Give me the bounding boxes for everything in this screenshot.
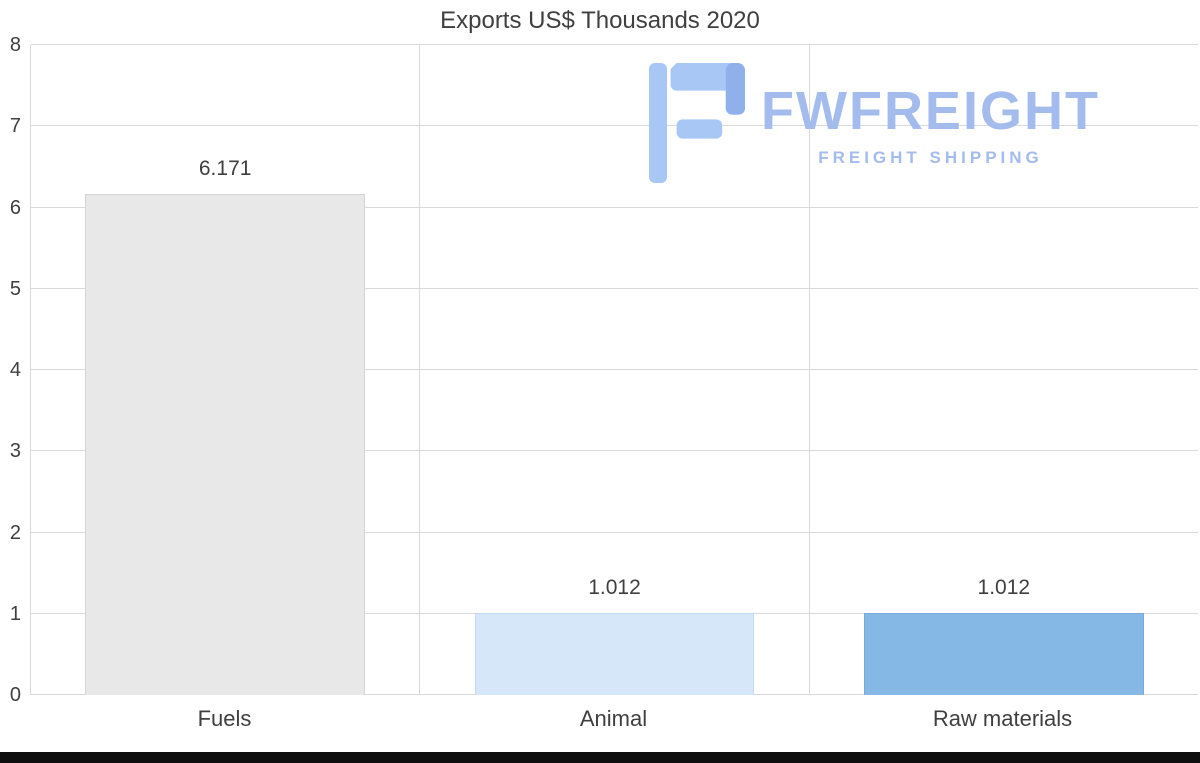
bar-value-label-animal: 1.012 [588, 575, 641, 599]
bar-animal [474, 612, 755, 695]
fwfreight-logo-text: FWFREIGHT FREIGHT SHIPPING [761, 84, 1100, 168]
gridline-6 [31, 206, 1198, 208]
fwfreight-logo-name: FWFREIGHT [761, 81, 1100, 141]
bar-group-raw-materials: 1.012 [808, 45, 1198, 695]
bar-group-animal: 1.012 [419, 45, 808, 695]
bar-series: 6.171 1.012 1.012 [31, 45, 1198, 695]
y-tick-label-2: 2 [9, 521, 21, 544]
y-tick-label-0: 0 [9, 684, 21, 706]
x-label-fuels: Fuels [197, 706, 252, 731]
y-tick-label-8: 8 [9, 34, 21, 56]
bar-group-fuels: 6.171 [31, 45, 419, 695]
gridline-8 [31, 44, 1198, 45]
fwfreight-watermark: FWFREIGHT FREIGHT SHIPPING [649, 62, 1100, 184]
y-tick-label-6: 6 [9, 196, 21, 219]
chart-title: Exports US$ Thousands 2020 [440, 7, 760, 34]
y-tick-label-3: 3 [9, 440, 21, 463]
gridline-7 [31, 125, 1198, 127]
y-tick-label-5: 5 [9, 277, 21, 300]
y-tick-label-4: 4 [9, 359, 21, 381]
bar-fuels [85, 193, 365, 695]
gridline-2 [31, 531, 1198, 533]
x-axis: Fuels Animal Raw materials [30, 706, 1197, 732]
gridline-3 [31, 450, 1198, 452]
x-label-raw-materials: Raw materials [932, 706, 1073, 731]
y-tick-label-7: 7 [9, 115, 21, 138]
gridline-5 [31, 287, 1198, 289]
x-label-animal: Animal [579, 706, 648, 731]
fwfreight-logo-icon [649, 63, 745, 183]
bar-raw-materials [864, 612, 1144, 695]
plot-area: 6.171 1.012 1.012 FWFREIGHT FREIGHT SH [30, 44, 1198, 695]
y-tick-label-1: 1 [9, 602, 21, 625]
bar-value-label-raw-materials: 1.012 [977, 575, 1031, 599]
bottom-black-strip [0, 752, 1200, 763]
fwfreight-logo-subtitle: FREIGHT SHIPPING [818, 148, 1043, 167]
gridline-4 [31, 369, 1198, 370]
y-axis: 0 1 2 3 4 5 6 7 8 [0, 35, 26, 705]
bar-value-label-fuels: 6.171 [198, 156, 252, 180]
